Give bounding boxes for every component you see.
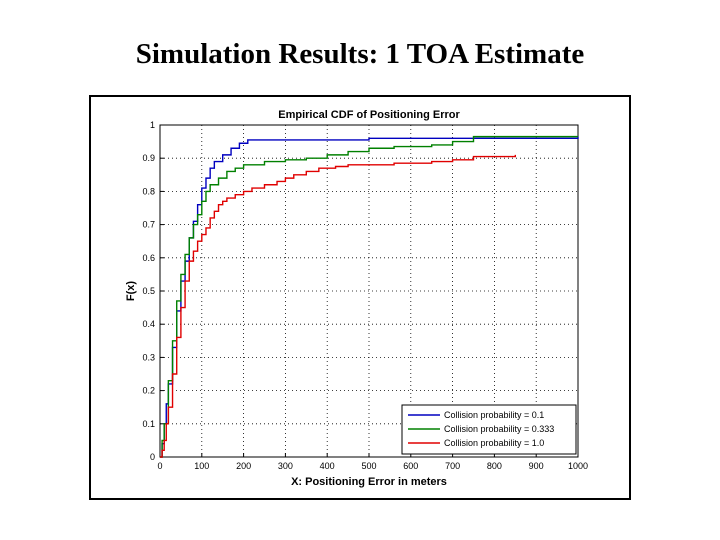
slide-title: Simulation Results: 1 TOA Estimate	[135, 38, 585, 70]
y-tick-label: 0.6	[142, 253, 155, 263]
legend-label-2: Collision probability = 0.333	[444, 424, 554, 434]
series-line-2	[160, 135, 578, 458]
x-tick-label: 900	[529, 461, 544, 471]
y-tick-label: 0.1	[142, 419, 155, 429]
y-tick-label: 0.9	[142, 153, 155, 163]
y-axis-label: F(x)	[125, 281, 137, 302]
x-axis-label: X: Positioning Error in meters	[291, 476, 447, 488]
y-tick-label: 0.5	[142, 286, 155, 296]
x-tick-label: 500	[361, 461, 376, 471]
x-tick-label: 200	[236, 461, 251, 471]
y-tick-label: 0.4	[142, 319, 155, 329]
y-tick-label: 0.8	[142, 186, 155, 196]
legend-label-1: Collision probability = 0.1	[444, 410, 544, 420]
y-tick-label: 0	[150, 452, 155, 462]
x-tick-label: 700	[445, 461, 460, 471]
y-tick-label: 0.3	[142, 352, 155, 362]
chart-title: Empirical CDF of Positioning Error	[278, 109, 460, 121]
series-line-3	[160, 154, 516, 458]
x-tick-label: 800	[487, 461, 502, 471]
legend: Collision probability = 0.1 Collision pro…	[401, 404, 577, 455]
x-tick-label: 1000	[568, 461, 588, 471]
series-lines	[160, 135, 579, 458]
x-tick-label: 400	[320, 461, 335, 471]
y-tick-label: 1	[150, 120, 155, 130]
grid-lines	[160, 125, 578, 457]
x-tick-label: 100	[194, 461, 209, 471]
x-tick-label: 0	[157, 461, 162, 471]
y-tick-label: 0.2	[142, 386, 155, 396]
x-tick-label: 600	[403, 461, 418, 471]
y-tick-label: 0.7	[142, 220, 155, 230]
legend-label-3: Collision probability = 1.0	[444, 438, 544, 448]
x-tick-label: 300	[278, 461, 293, 471]
axis-ticks: 0 100 200 300 400 500 600 700 800 900 1000 0 0.1 0.2 0…	[142, 120, 588, 471]
